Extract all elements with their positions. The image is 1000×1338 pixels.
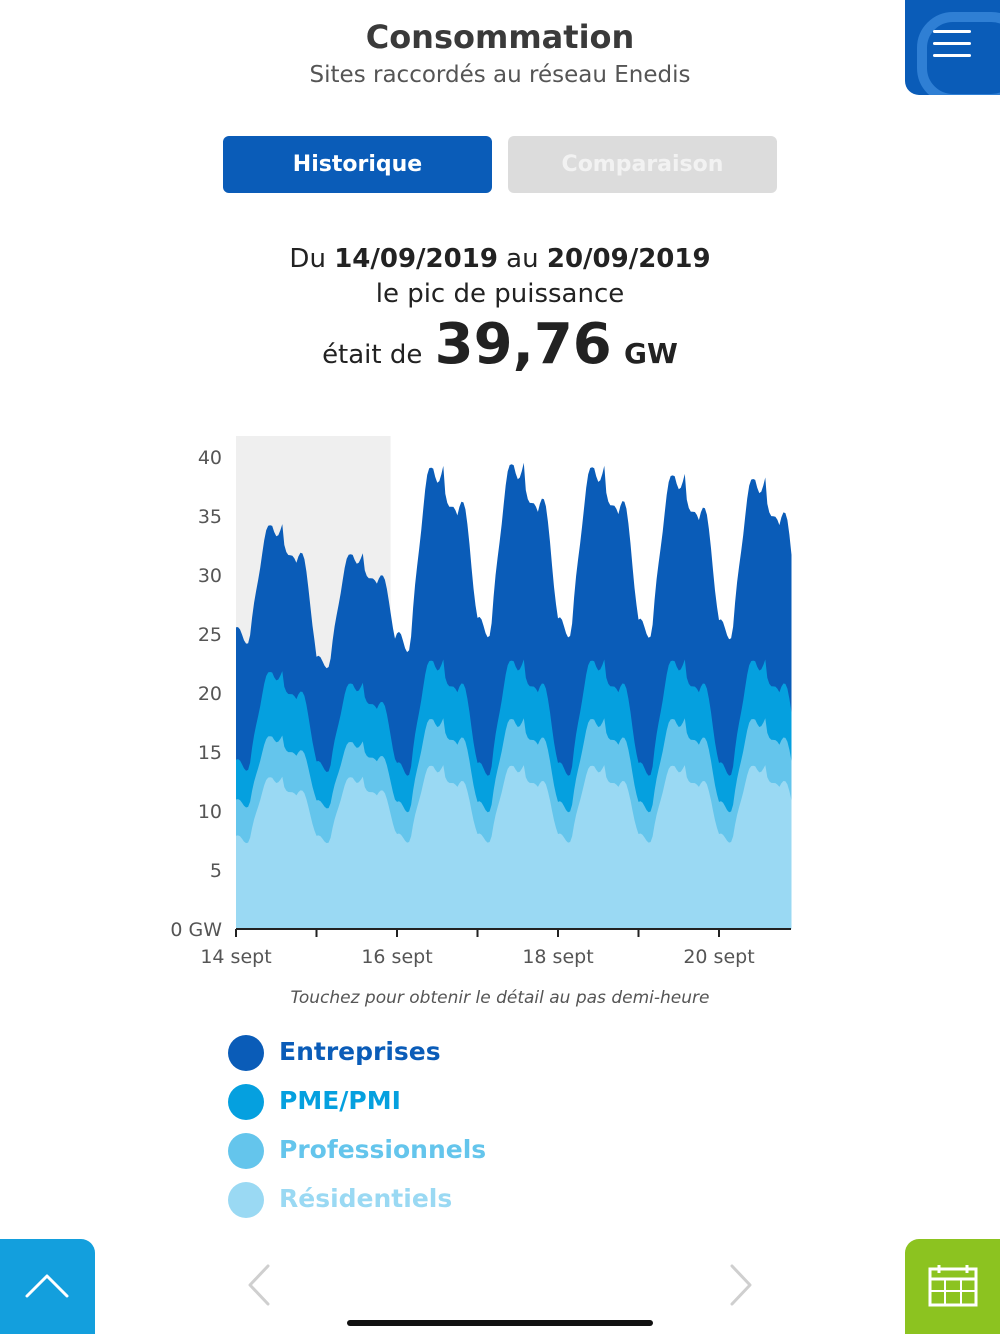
- legend-swatch: [228, 1035, 264, 1071]
- menu-button[interactable]: [905, 0, 1000, 95]
- y-tick-label: 35: [198, 506, 222, 528]
- peak-prefix: était de: [322, 340, 423, 370]
- consumption-chart[interactable]: 0 GW 5 10 15 20 25 30 35 40 14 sept 16 sept 18 sept…: [150, 430, 810, 980]
- y-tick-label: 10: [198, 801, 222, 823]
- chevron-right-icon: [730, 1264, 752, 1306]
- y-tick-label: 25: [198, 624, 222, 646]
- period-middle: au: [506, 244, 539, 274]
- enedis-logo: [917, 12, 1000, 95]
- series-residentiels-area: [236, 765, 792, 929]
- legend-label: PME/PMI: [279, 1086, 401, 1115]
- peak-line: était de 39,76 GW: [0, 312, 1000, 377]
- scroll-top-button[interactable]: [0, 1239, 95, 1334]
- chevron-up-icon: [25, 1274, 69, 1298]
- peak-label: le pic de puissance: [375, 279, 625, 309]
- home-indicator: [347, 1320, 653, 1326]
- legend-label: Résidentiels: [279, 1184, 453, 1213]
- page-subtitle: Sites raccordés au réseau Enedis: [309, 62, 691, 88]
- y-tick-label: 5: [210, 860, 222, 882]
- page-title: Consommation: [365, 18, 635, 56]
- hamburger-menu-icon: [933, 30, 971, 66]
- calendar-icon: [928, 1265, 978, 1307]
- period-text: Du 14/09/2019 au 20/09/2019: [0, 244, 1000, 274]
- legend-swatch: [228, 1182, 264, 1218]
- legend-label: Entreprises: [279, 1037, 441, 1066]
- x-tick-label: 20 sept: [683, 946, 754, 968]
- tab-comparaison[interactable]: Comparaison: [508, 136, 777, 193]
- y-tick-label: 20: [198, 683, 222, 705]
- tab-historique[interactable]: Historique: [223, 136, 492, 193]
- next-period-button[interactable]: [720, 1262, 760, 1308]
- y-tick-label: 0 GW: [170, 919, 222, 941]
- period-prefix: Du: [289, 244, 326, 274]
- x-tick-label: 16 sept: [361, 946, 432, 968]
- x-tick-label: 18 sept: [522, 946, 593, 968]
- legend-label: Professionnels: [279, 1135, 487, 1164]
- x-tick-label: 14 sept: [200, 946, 271, 968]
- y-tick-label: 15: [198, 742, 222, 764]
- peak-value: 39,76: [434, 312, 612, 377]
- y-tick-label: 40: [198, 447, 222, 469]
- start-date: 14/09/2019: [334, 244, 498, 274]
- chart-axes: 0 GW 5 10 15 20 25 30 35 40 14 sept 16 sept 18 sept…: [170, 447, 791, 968]
- calendar-button[interactable]: [905, 1239, 1000, 1334]
- legend-swatch: [228, 1133, 264, 1169]
- chart-hint: Touchez pour obtenir le détail au pas de…: [290, 988, 710, 1008]
- end-date: 20/09/2019: [546, 244, 711, 274]
- peak-unit: GW: [624, 337, 678, 370]
- legend-swatch: [228, 1084, 264, 1120]
- chevron-left-icon: [248, 1264, 270, 1306]
- y-tick-label: 30: [198, 565, 222, 587]
- previous-period-button[interactable]: [240, 1262, 280, 1308]
